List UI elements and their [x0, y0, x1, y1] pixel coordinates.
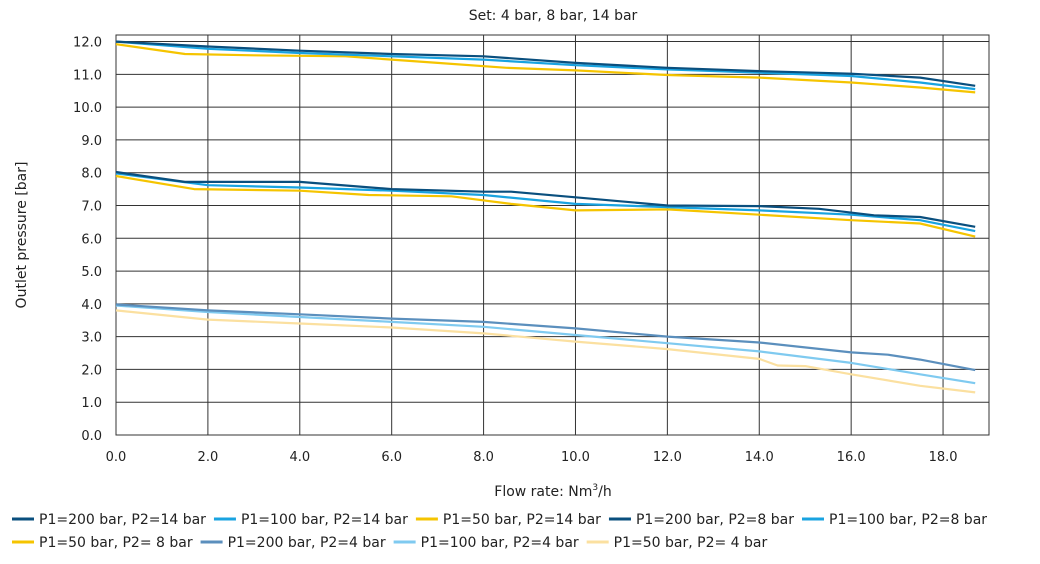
legend-item: P1=100 bar, P2=4 bar	[393, 535, 579, 551]
series-line	[115, 172, 976, 233]
legend-item: P1=50 bar, P2= 4 bar	[586, 535, 768, 551]
y-axis-label: Outlet pressure [bar]	[14, 162, 30, 309]
legend-label: P1=100 bar, P2=8 bar	[829, 512, 987, 528]
legend-label: P1=100 bar, P2=4 bar	[421, 535, 579, 551]
legend-item: P1=100 bar, P2=14 bar	[213, 512, 408, 528]
x-tick-label: 12.0	[653, 450, 682, 465]
x-tick-label: 16.0	[837, 450, 866, 465]
legend-item: P1=50 bar, P2=14 bar	[415, 512, 601, 528]
y-tick-label: 9.0	[81, 134, 102, 149]
y-tick-label: 7.0	[81, 199, 102, 214]
chart-title: Set: 4 bar, 8 bar, 14 bar	[469, 8, 638, 24]
x-axis-ticks: 0.0 2.0 4.0 6.0 8.0 10.0 12.0 14.0 16.0 18.0	[106, 450, 958, 465]
series-line	[115, 303, 976, 372]
y-tick-label: 10.0	[73, 101, 102, 116]
x-tick-label: 10.0	[561, 450, 590, 465]
x-tick-label: 2.0	[198, 450, 219, 465]
x-tick-label: 6.0	[381, 450, 402, 465]
series-line	[115, 309, 976, 394]
series-line	[115, 40, 976, 87]
y-tick-label: 11.0	[73, 68, 102, 83]
y-axis-ticks: 0.0 1.0 2.0 3.0 4.0 5.0 6.0 7.0 8.0 9.0 10.0 11.0 12…	[73, 36, 102, 444]
legend-label: P1=100 bar, P2=14 bar	[241, 512, 408, 528]
y-tick-label: 3.0	[81, 331, 102, 346]
series-lines	[115, 40, 976, 394]
x-tick-label: 18.0	[929, 450, 958, 465]
legend-label: P1=200 bar, P2=4 bar	[228, 535, 386, 551]
legend-item: P1=200 bar, P2=4 bar	[200, 535, 386, 551]
legend-item: P1=200 bar, P2=8 bar	[608, 512, 794, 528]
x-tick-label: 0.0	[106, 450, 127, 465]
x-tick-label: 4.0	[289, 450, 310, 465]
legend-label: P1=50 bar, P2=14 bar	[443, 512, 601, 528]
legend-item: P1=50 bar, P2= 8 bar	[12, 535, 193, 551]
series-line	[115, 43, 976, 94]
legend-label: P1=50 bar, P2= 4 bar	[614, 535, 768, 551]
series-line	[115, 40, 976, 91]
x-tick-label: 8.0	[473, 450, 494, 465]
legend-label: P1=200 bar, P2=14 bar	[39, 512, 206, 528]
legend-label: P1=50 bar, P2= 8 bar	[39, 535, 193, 551]
series-line	[115, 304, 976, 385]
y-tick-label: 8.0	[81, 167, 102, 182]
y-tick-label: 0.0	[81, 429, 102, 444]
legend-label: P1=200 bar, P2=8 bar	[636, 512, 794, 528]
y-tick-label: 2.0	[81, 363, 102, 378]
y-tick-label: 6.0	[81, 232, 102, 247]
y-tick-label: 5.0	[81, 265, 102, 280]
x-axis-label: Flow rate: Nm3/h	[494, 483, 611, 500]
legend: P1=200 bar, P2=14 bar P1=100 bar, P2=14 b…	[12, 512, 987, 551]
y-tick-label: 1.0	[81, 396, 102, 411]
y-tick-label: 12.0	[73, 36, 102, 51]
legend-item: P1=100 bar, P2=8 bar	[802, 512, 987, 528]
legend-item: P1=200 bar, P2=14 bar	[12, 512, 206, 528]
grid	[115, 34, 990, 436]
series-line	[115, 174, 976, 238]
series-line	[115, 170, 976, 228]
x-tick-label: 14.0	[745, 450, 774, 465]
y-tick-label: 4.0	[81, 298, 102, 313]
